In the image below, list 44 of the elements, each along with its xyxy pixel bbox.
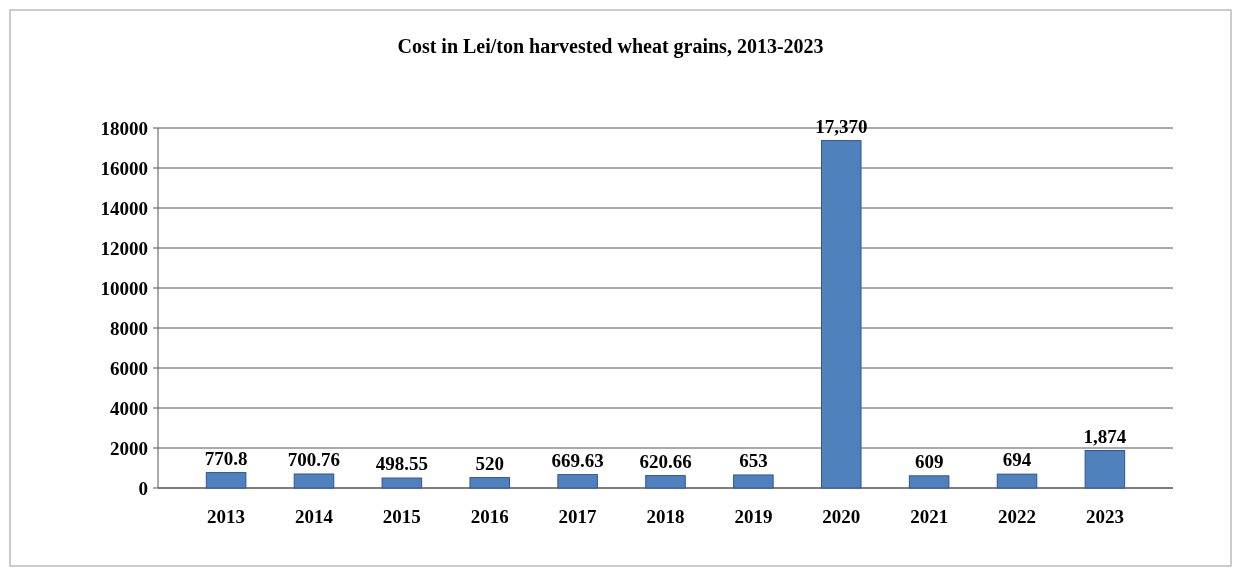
data-label: 770.8 (204, 447, 248, 469)
y-tick-label: 16000 (100, 157, 148, 179)
x-tick-label: 2014 (294, 506, 334, 527)
bar (469, 477, 511, 489)
x-tick-label: 2019 (734, 506, 773, 527)
bar (205, 472, 247, 489)
bar (293, 473, 335, 489)
bar (381, 477, 423, 489)
y-tick-label: 14000 (100, 197, 148, 219)
y-tick-label: 18000 (100, 117, 148, 139)
data-label: 620.66 (639, 450, 692, 472)
data-label: 669.63 (551, 449, 604, 471)
x-tick-label: 2013 (207, 506, 246, 527)
data-label: 17,370 (815, 115, 868, 137)
bar (1084, 450, 1126, 489)
bar (820, 140, 862, 489)
y-tick-label: 8000 (110, 317, 148, 339)
data-label: 653 (739, 449, 768, 471)
chart-title: Cost in Lei/ton harvested wheat grains, 2013-2023 (397, 35, 824, 58)
x-tick-label: 2022 (998, 506, 1037, 527)
x-tick-label: 2016 (470, 506, 509, 527)
y-tick-label: 6000 (110, 357, 148, 379)
data-label: 694 (1002, 449, 1032, 471)
bar (557, 474, 598, 489)
bar (733, 474, 774, 489)
y-tick-label: 4000 (110, 397, 148, 419)
y-tick-label: 10000 (100, 277, 148, 299)
bar (908, 475, 950, 489)
data-label: 1,874 (1083, 425, 1127, 447)
y-tick-label: 0 (138, 477, 148, 499)
x-tick-label: 2015 (382, 506, 421, 527)
y-tick-label: 2000 (110, 437, 148, 459)
data-label: 498.55 (375, 453, 428, 475)
x-tick-label: 2021 (910, 506, 949, 527)
data-label: 609 (914, 450, 944, 472)
x-tick-label: 2020 (822, 506, 861, 527)
bar (645, 475, 686, 489)
y-tick-label: 12000 (100, 237, 148, 259)
data-label: 520 (475, 452, 504, 474)
data-label: 700.76 (287, 448, 341, 470)
x-tick-label: 2017 (558, 506, 598, 527)
x-tick-label: 2023 (1085, 506, 1124, 527)
bar (996, 473, 1038, 489)
x-tick-label: 2018 (646, 506, 685, 527)
